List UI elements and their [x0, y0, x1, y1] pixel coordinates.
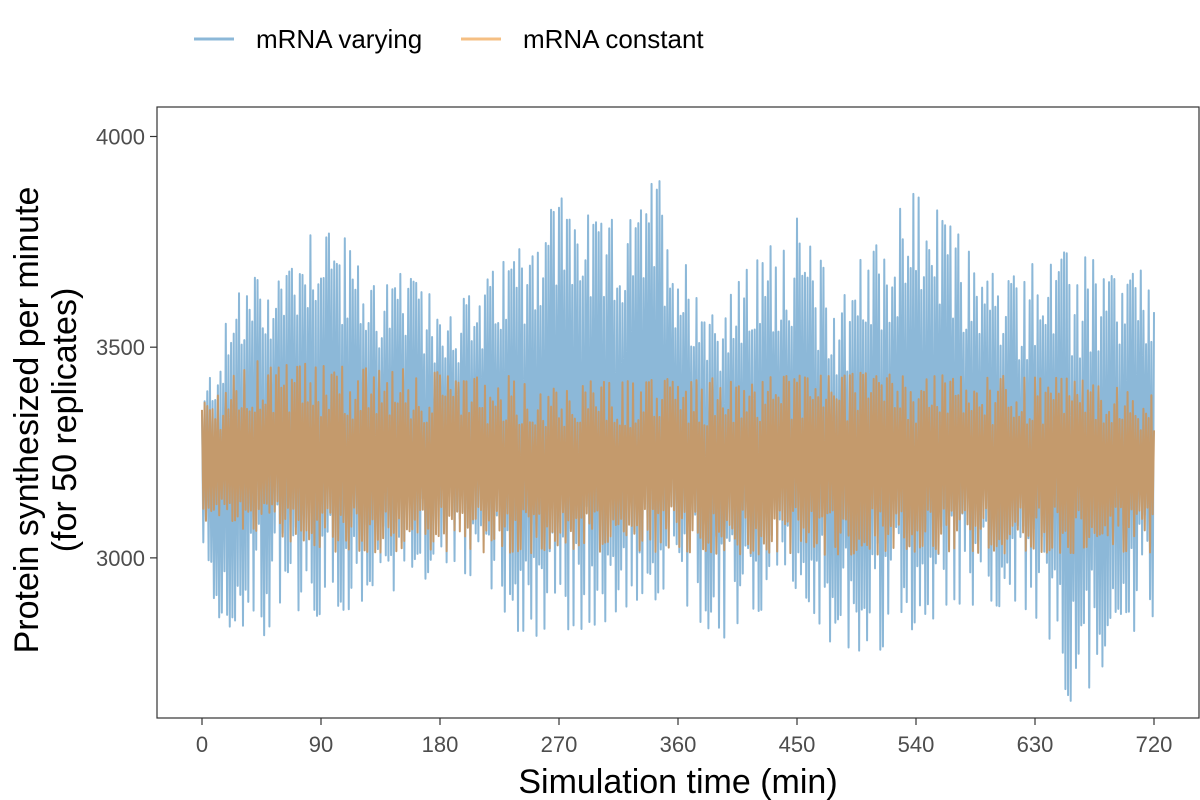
x-axis-ticks: 0 90 180 270 360 450 540 630 720: [196, 718, 1172, 757]
x-tick-label: 270: [541, 732, 578, 757]
plot-area: [156, 106, 1200, 719]
x-tick-label: 90: [309, 732, 333, 757]
series-line-mrna-varying: [201, 180, 1155, 702]
x-tick-label: 450: [779, 732, 816, 757]
y-axis-ticks: 3000 3500 4000: [96, 124, 157, 571]
y-axis-title: Protein synthesized per minute (for 50 r…: [8, 187, 84, 654]
x-tick-label: 630: [1017, 732, 1054, 757]
y-tick-label: 3000: [96, 546, 145, 571]
legend-label-mrna-varying: mRNA varying: [256, 24, 422, 54]
x-axis-title: Simulation time (min): [518, 763, 837, 800]
y-tick-label: 3500: [96, 335, 145, 360]
x-tick-label: 720: [1136, 732, 1173, 757]
x-tick-label: 180: [422, 732, 459, 757]
legend: mRNA varying mRNA constant: [194, 24, 704, 54]
y-tick-label: 4000: [96, 124, 145, 149]
y-axis-title-line-2: (for 50 replicates): [46, 288, 84, 553]
series-line-mrna-constant: [201, 360, 1155, 556]
y-axis-title-line-1: Protein synthesized per minute: [8, 187, 46, 654]
x-tick-label: 360: [660, 732, 697, 757]
legend-label-mrna-constant: mRNA constant: [523, 24, 704, 54]
series-layer: [201, 180, 1155, 702]
x-tick-label: 540: [898, 732, 935, 757]
x-tick-label: 0: [196, 732, 208, 757]
